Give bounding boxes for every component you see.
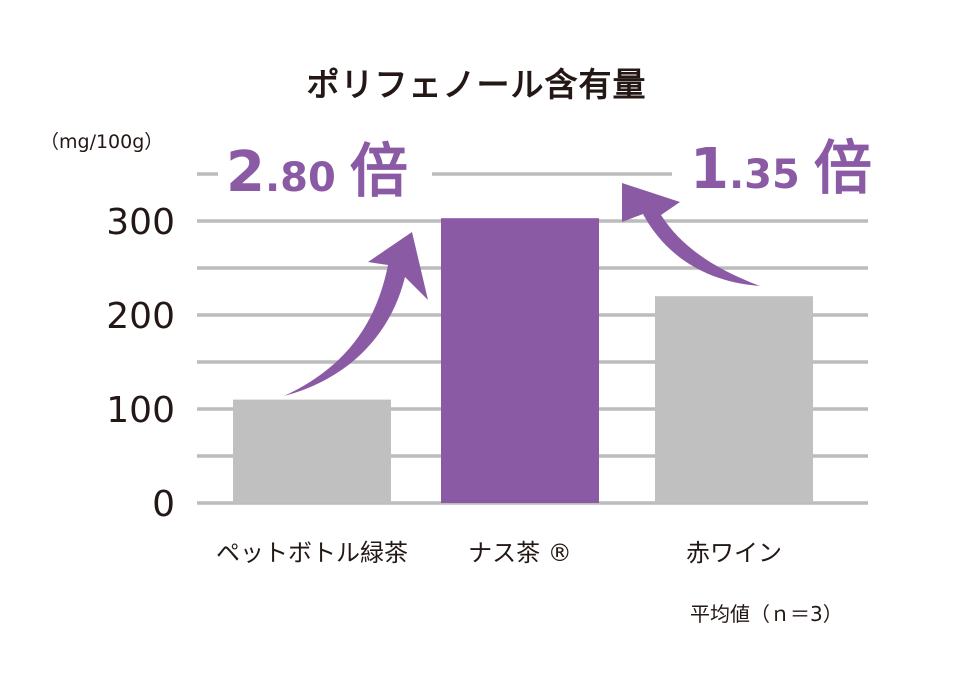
bar-1	[441, 218, 599, 503]
ratio-arrows	[284, 183, 760, 396]
bar-0	[233, 399, 391, 503]
left-ratio-dot: .	[264, 155, 281, 201]
right-ratio-annotation: 1.35 倍	[690, 139, 872, 198]
x-tick-label-0: ペットボトル緑茶	[216, 539, 408, 567]
right-ratio-dot: .	[728, 152, 745, 198]
left-ratio-suffix: 倍	[349, 137, 408, 205]
bar-2	[655, 296, 813, 503]
right-ratio-decimal: 35	[744, 152, 800, 198]
right-ratio-arrow	[622, 183, 760, 286]
chart-title: ポリフェノール含有量	[306, 65, 647, 104]
y-tick-label-300: 300	[106, 202, 175, 243]
left-ratio-annotation: 2.80 倍	[226, 142, 408, 201]
x-tick-labels: ペットボトル緑茶 ナス茶 ® 赤ワイン	[216, 539, 782, 567]
left-ratio-arrow	[284, 232, 428, 396]
x-tick-label-1: ナス茶 ®	[468, 539, 572, 567]
bars	[233, 218, 813, 503]
y-tick-labels: 0 100 200 300	[106, 202, 175, 525]
left-ratio-decimal: 80	[280, 155, 336, 201]
left-ratio-whole: 2	[226, 140, 265, 205]
x-tick-label-2: 赤ワイン	[686, 539, 782, 567]
y-tick-label-0: 0	[152, 484, 175, 525]
y-axis-unit-label: （mg/100g）	[40, 131, 164, 153]
right-ratio-whole: 1	[690, 137, 729, 202]
footnote: 平均値（ｎ＝3）	[690, 602, 843, 626]
y-tick-label-200: 200	[106, 296, 175, 337]
right-ratio-suffix: 倍	[813, 134, 872, 202]
y-tick-label-100: 100	[106, 390, 175, 431]
